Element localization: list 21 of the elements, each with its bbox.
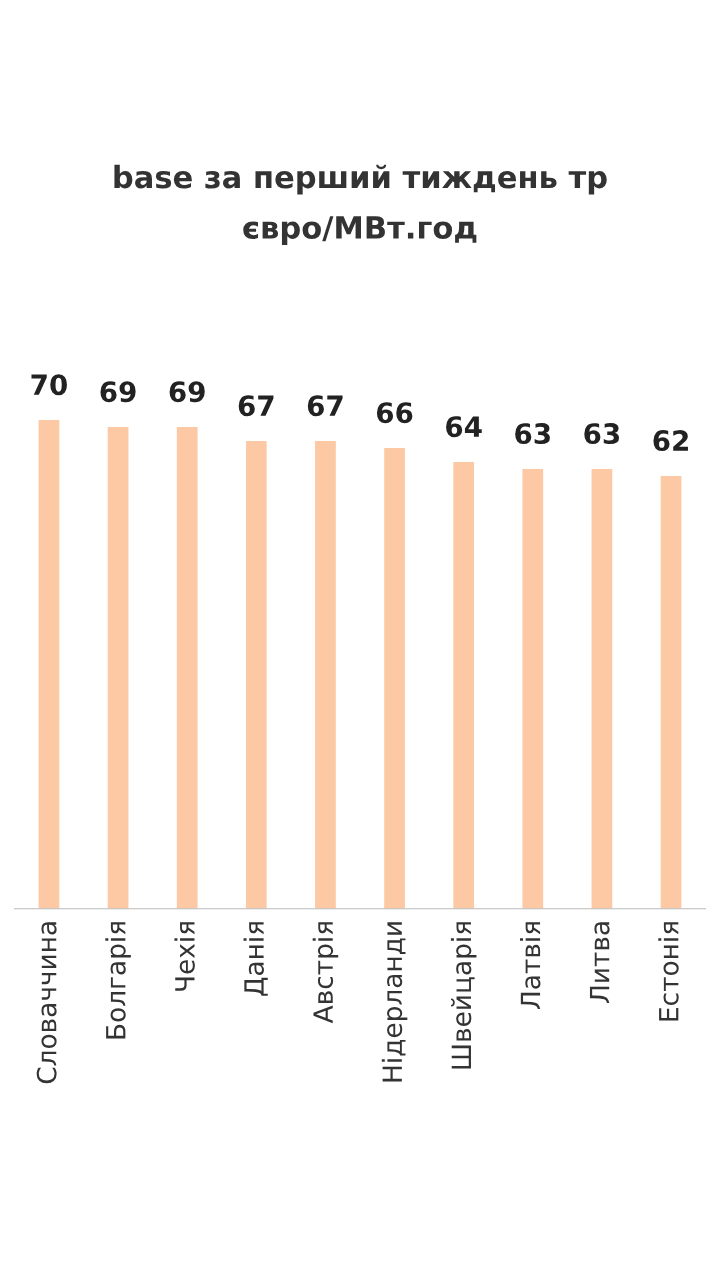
x-tick-label: Швейцарія: [450, 922, 477, 1069]
data-label: 62: [653, 430, 688, 452]
x-tick-label: Австрія: [312, 922, 339, 1024]
x-tick-label: Данія: [243, 922, 268, 996]
x-tick-label: Латвія: [520, 922, 541, 1009]
x-tick-label: Словаччина: [36, 922, 57, 1084]
data-label: 63: [515, 423, 550, 445]
x-tick-label: Литва: [589, 922, 610, 1003]
x-tick-label: Нідерланди: [381, 922, 408, 1082]
data-label: 67: [307, 395, 343, 417]
data-label: 69: [100, 381, 136, 403]
data-label: 66: [376, 402, 413, 424]
x-tick-label: Чехія: [174, 922, 195, 991]
data-label: 63: [584, 423, 620, 445]
x-tick-label: Естонія: [658, 922, 679, 1021]
data-label: 67: [238, 395, 274, 417]
data-label: 69: [169, 381, 205, 403]
x-tick-label: Болгарія: [105, 922, 131, 1039]
data-label: 64: [446, 416, 482, 438]
data-label: 70: [31, 374, 67, 396]
chart-title: base за перший тиждень тр євро/МВт.год: [114, 164, 607, 245]
